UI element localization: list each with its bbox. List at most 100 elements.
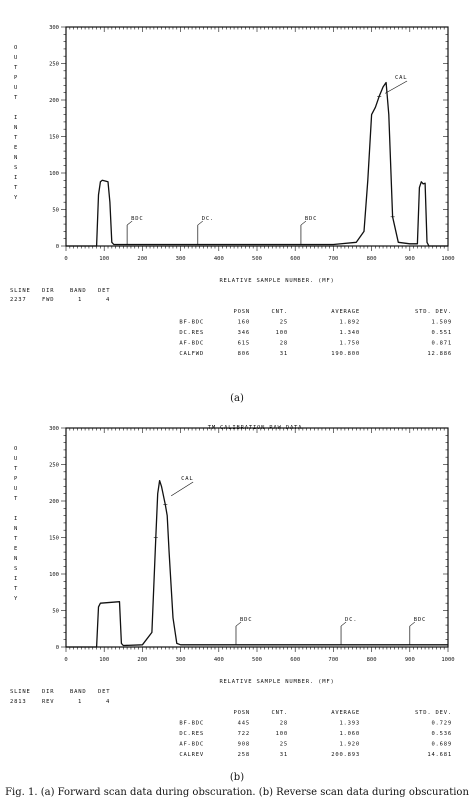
table-cell: 0.729 [431,721,452,727]
x-tick-label: 600 [290,657,300,663]
y-tick-label: 250 [49,62,59,68]
y-tick-label: 0 [56,244,59,250]
table-cell: 1.060 [339,731,360,737]
x-tick-label: 300 [176,256,186,262]
x-tick-label: 100 [99,256,109,262]
table-cell: 722 [238,731,250,737]
header-value: 2237 [10,297,26,303]
table-cell: 100 [276,731,288,737]
x-tick-label: 0 [64,657,67,663]
series-line-0 [66,479,448,648]
header-value: 2813 [10,699,26,705]
annotation-pointer [409,621,415,627]
x-tick-label: 300 [176,657,186,663]
annotation-label: BDC [305,216,317,222]
panel-label-a: (a) [230,393,244,404]
annotation-label: BDC [414,617,426,623]
x-tick-label: 100 [99,657,109,663]
table-cell: DC.RES [179,330,204,336]
table-cell: DC.RES [179,731,204,737]
table-cell: 1.750 [339,341,360,347]
y-ticks-a: 0 50 100 150 200 250 300 [49,25,59,250]
x-tick-label: 0 [64,256,67,262]
annotations-a: BDC DC. BDC CAL [126,75,408,244]
table-cell: 1.892 [339,320,360,326]
header-value: 4 [106,297,110,303]
y-tick-label: 200 [49,499,59,505]
x-tick-label: 900 [405,657,415,663]
header-column: DET [98,689,110,695]
table-cell: 0.689 [431,742,452,748]
header-column: DIR [42,288,54,294]
plot-frame-a [61,26,449,251]
table-cell: 1.920 [339,742,360,748]
x-tick-label: 200 [137,256,147,262]
annotations-b: CAL BDC DC. BDC [170,476,426,645]
table-cell: AF-BDC [179,742,204,748]
x-tick-label: 700 [328,256,338,262]
table-cell: 615 [238,341,250,347]
y-tick-label: 300 [49,426,59,432]
y-tick-label: 200 [49,98,59,104]
annotation-pointer [197,220,203,226]
table-cell: AF-BDC [179,341,204,347]
x-tick-label: 200 [137,657,147,663]
x-ticks-a: 0 100 200 300 400 500 600 700 800 900 1000 [64,256,454,262]
x-tick-label: 800 [367,256,377,262]
plot-border [65,26,449,247]
x-tick-label: 700 [328,657,338,663]
y-tick-label: 100 [49,572,59,578]
table-cell: 0.536 [431,731,452,737]
x-ticks-b: 0 100 200 300 400 500 600 700 800 900 1000 [64,657,454,663]
table-header: AVERAGE [331,309,360,315]
table-cell: 0.551 [431,330,452,336]
stats-table-b: POSN CNT. AVERAGE STD. DEV. BF-BDC 445 28 1.393… [179,710,452,758]
header-column: BAND [70,288,86,294]
table-cell: 14.681 [427,752,452,758]
table-cell: 346 [238,330,250,336]
annotation-pointer [126,220,133,226]
header-column: SLINE [10,288,31,294]
y-tick-label: 250 [49,463,59,469]
plot-border [65,427,449,648]
table-cell: 28 [280,341,288,347]
series-line-0 [66,81,448,247]
plot-frame-b [61,427,449,652]
annotation-pointer [170,481,194,497]
x-tick-label: 1000 [441,657,454,663]
annotation-pointer [235,621,242,627]
table-header: STD. DEV. [415,710,452,716]
x-tick-label: 800 [367,657,377,663]
table-cell: 190.800 [331,351,360,357]
series-line-b [66,479,448,648]
scan-header-b: SLINE DIR BAND DET 2813 REV 1 4 [10,689,110,705]
annotation-label: DC. [202,216,214,222]
table-header: CNT. [272,710,288,716]
table-cell: 160 [238,320,250,326]
header-column: SLINE [10,689,31,695]
table-cell: CALREV [179,752,204,758]
table-cell: 200.893 [331,752,360,758]
table-cell: 1.340 [339,330,360,336]
table-header: POSN [234,710,250,716]
table-header: AVERAGE [331,710,360,716]
header-column: DET [98,288,110,294]
table-cell: 12.886 [427,351,452,357]
table-cell: 258 [238,752,250,758]
figure-caption: Fig. 1. (a) Forward scan data during obs… [5,787,469,798]
y-tick-label: 0 [56,645,59,651]
x-tick-label: 900 [405,256,415,262]
x-axis-label-b: RELATIVE SAMPLE NUMBER. (MF) [219,679,334,685]
header-value: FWD [42,297,54,303]
annotation-pointer [300,220,307,226]
x-tick-label: 400 [214,657,224,663]
annotation-label: DC. [345,617,357,623]
table-header: CNT. [272,309,288,315]
y-tick-label: 150 [49,135,59,141]
table-header: STD. DEV. [415,309,452,315]
series-line-a [66,81,448,247]
panel-label-b: (b) [230,772,244,783]
table-cell: 908 [238,742,250,748]
table-cell: 31 [280,351,288,357]
